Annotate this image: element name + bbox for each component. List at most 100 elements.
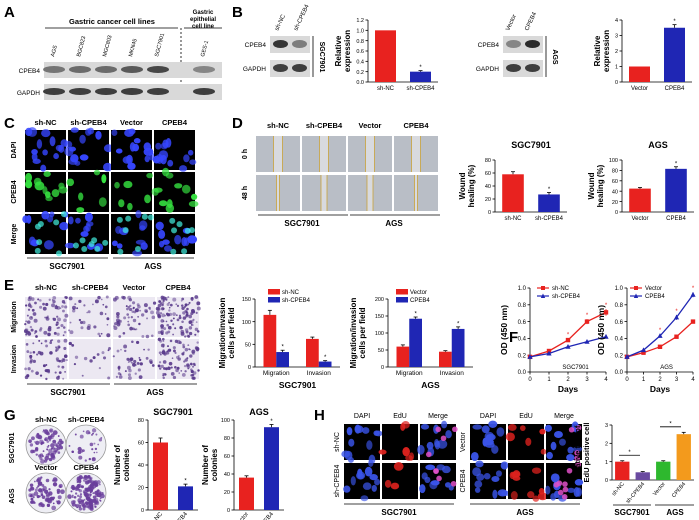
stained-cell <box>133 310 137 314</box>
stained-cell <box>158 351 162 355</box>
stained-cell <box>194 346 199 350</box>
chart-title: SGC7901 <box>279 380 317 390</box>
row-label: DAPI <box>11 142 18 159</box>
y-tick-label: 0.0 <box>518 370 527 376</box>
stained-cell <box>139 309 142 312</box>
column-label: CPEB4 <box>403 121 429 130</box>
cell-nucleus <box>144 155 150 163</box>
group-label: SGC7901 <box>49 262 85 271</box>
cell-nucleus <box>366 440 373 450</box>
colony <box>90 491 92 494</box>
y-axis-label: Migration/invasion <box>218 298 227 369</box>
blot-band <box>506 64 521 72</box>
data-point <box>565 337 571 343</box>
data-point <box>641 350 646 355</box>
cell-nucleus <box>135 210 142 219</box>
stained-cell <box>25 333 28 336</box>
cell-nucleus <box>117 248 124 255</box>
stained-cell <box>34 330 38 333</box>
stained-cell <box>138 375 143 380</box>
bar <box>239 477 254 510</box>
colony <box>46 503 51 508</box>
significance-mark: * <box>414 312 417 318</box>
group-label-epithelial: Gastric <box>193 10 214 16</box>
cell-nucleus <box>441 420 448 429</box>
cell-nucleus <box>557 489 564 496</box>
colony <box>93 451 96 454</box>
cell-nucleus <box>101 174 107 184</box>
colony <box>83 498 86 501</box>
stained-cell <box>42 364 46 368</box>
cell-nucleus <box>158 229 166 239</box>
stained-cell <box>127 373 132 377</box>
cell-nucleus <box>426 441 434 450</box>
colony <box>58 483 63 488</box>
colony <box>60 489 65 495</box>
significance-mark: * <box>586 313 589 319</box>
stained-cell <box>174 339 179 344</box>
cell-nucleus <box>390 482 400 490</box>
stained-cell <box>168 312 173 317</box>
colony <box>94 505 97 508</box>
stained-cell <box>80 326 84 330</box>
stained-cell <box>52 299 56 304</box>
colony <box>74 433 77 436</box>
colony <box>30 500 34 504</box>
stained-cell <box>78 318 82 322</box>
colony <box>83 475 88 479</box>
y-axis-label: OD (450 nm) <box>596 305 606 355</box>
stained-cell <box>68 329 71 332</box>
colony <box>94 447 98 451</box>
stained-cell <box>127 320 130 323</box>
cell-nucleus <box>165 172 174 179</box>
stained-cell <box>130 315 134 319</box>
stained-cell <box>44 339 48 343</box>
stained-cell <box>194 327 199 332</box>
colony <box>85 501 89 505</box>
colony <box>45 492 51 497</box>
stained-cell <box>30 369 34 373</box>
cell-nucleus <box>79 237 86 244</box>
cell-nucleus <box>127 202 133 211</box>
significance-mark: * <box>675 309 678 315</box>
stained-cell <box>126 313 130 316</box>
band-label: CPEB4 <box>245 42 267 49</box>
row-label: CPEB4 <box>460 469 467 492</box>
cell-nucleus <box>86 221 94 227</box>
colony <box>34 448 39 452</box>
cell-nucleus <box>22 215 29 223</box>
stained-cell <box>176 318 180 322</box>
stained-cell <box>175 314 178 317</box>
stained-cell <box>188 320 193 324</box>
stained-cell <box>175 303 178 306</box>
stained-cell <box>96 353 100 356</box>
stained-cell <box>181 297 185 301</box>
stained-cell <box>187 344 190 347</box>
y-tick-label: 20 <box>224 490 230 496</box>
colony <box>79 493 83 496</box>
stained-cell <box>188 314 193 319</box>
cell-nucleus <box>181 237 188 247</box>
y-tick-label: 0.2 <box>518 353 527 359</box>
column-label: Vector <box>359 121 382 130</box>
cell-nucleus <box>402 447 410 457</box>
stained-cell <box>160 301 165 305</box>
cell-nucleus <box>483 473 491 480</box>
stained-cell <box>178 372 181 374</box>
stained-cell <box>189 354 193 358</box>
stained-cell <box>143 303 148 308</box>
stained-cell <box>63 354 68 358</box>
stained-cell <box>182 311 186 315</box>
legend-label: sh-CPEB4 <box>552 294 581 300</box>
stained-cell <box>106 317 110 321</box>
stained-cell <box>25 320 28 323</box>
cell-nucleus <box>374 478 381 486</box>
stained-cell <box>192 318 195 321</box>
colony <box>77 488 81 491</box>
stained-cell <box>48 326 52 330</box>
stained-cell <box>128 298 132 302</box>
x-tick-label: CPEB4 <box>666 216 686 222</box>
cell-nucleus <box>527 491 535 499</box>
stained-cell <box>137 315 140 318</box>
row-label: CPEB4 <box>11 180 18 203</box>
